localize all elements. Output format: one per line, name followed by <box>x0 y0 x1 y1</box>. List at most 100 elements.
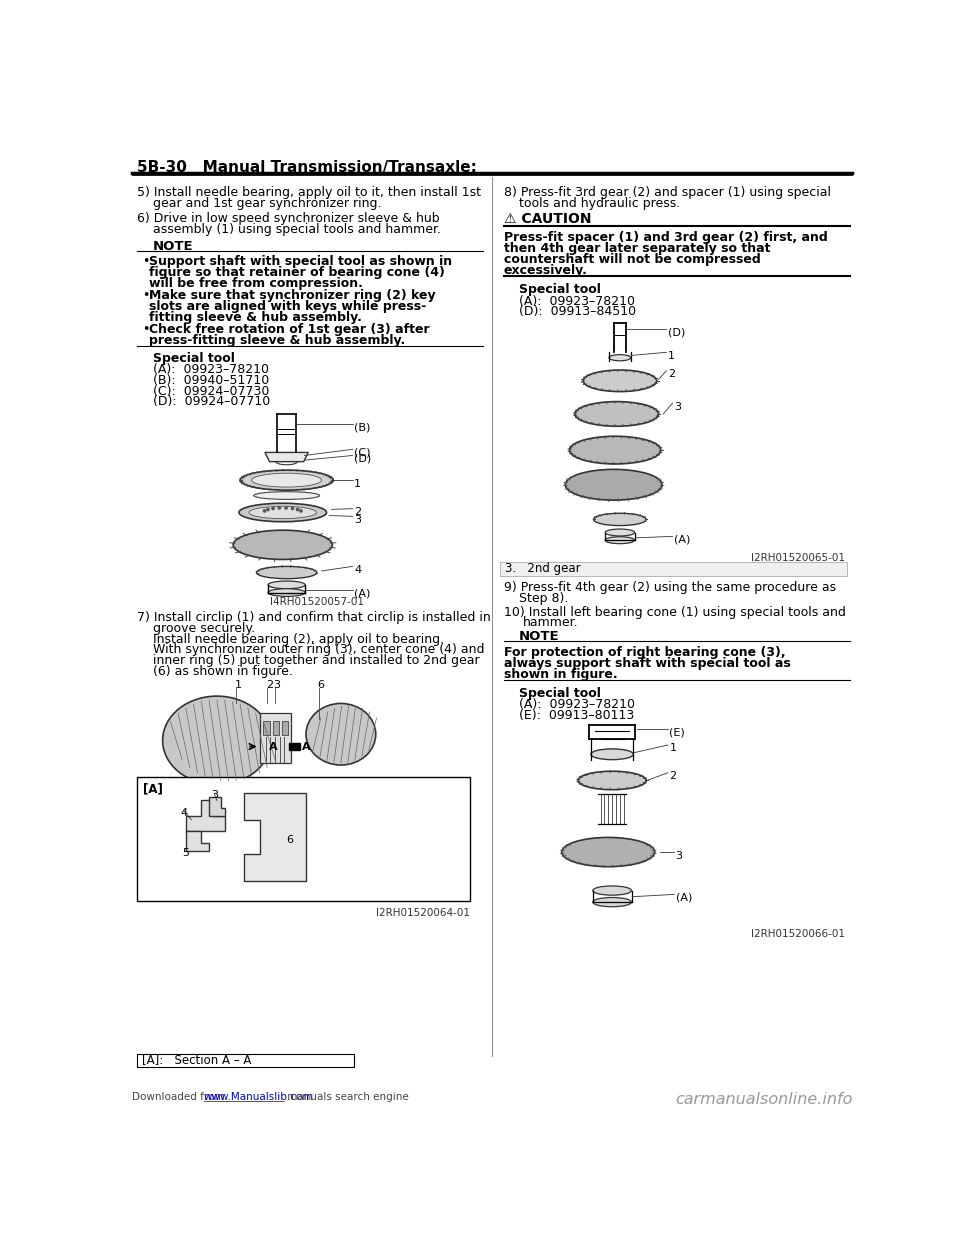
Text: 5) Install needle bearing, apply oil to it, then install 1st: 5) Install needle bearing, apply oil to … <box>137 186 481 199</box>
Ellipse shape <box>569 436 660 465</box>
Text: (6) as shown in figure.: (6) as shown in figure. <box>153 664 293 678</box>
Circle shape <box>267 508 269 510</box>
Text: 9) Press-fit 4th gear (2) using the same procedure as: 9) Press-fit 4th gear (2) using the same… <box>504 581 836 594</box>
Text: (E): (E) <box>669 728 685 738</box>
FancyBboxPatch shape <box>137 777 470 900</box>
FancyBboxPatch shape <box>500 561 847 575</box>
Ellipse shape <box>592 898 632 907</box>
Text: 1: 1 <box>669 744 677 754</box>
Text: [A]:   Section A – A: [A]: Section A – A <box>142 1053 252 1067</box>
Text: figure so that retainer of bearing cone (4): figure so that retainer of bearing cone … <box>150 266 445 279</box>
Text: (A): (A) <box>354 589 371 599</box>
Ellipse shape <box>252 473 322 487</box>
Polygon shape <box>186 831 209 851</box>
Text: 10) Install left bearing cone (1) using special tools and: 10) Install left bearing cone (1) using … <box>504 606 846 619</box>
Circle shape <box>285 507 287 509</box>
Ellipse shape <box>590 749 634 760</box>
Text: (A):  09923–78210: (A): 09923–78210 <box>153 363 269 376</box>
Circle shape <box>297 508 299 510</box>
Text: tools and hydraulic press.: tools and hydraulic press. <box>519 196 681 210</box>
Text: fitting sleeve & hub assembly.: fitting sleeve & hub assembly. <box>150 310 362 324</box>
Bar <box>263 722 270 735</box>
Circle shape <box>272 507 275 509</box>
Text: 2: 2 <box>354 507 361 517</box>
Text: Special tool: Special tool <box>153 351 234 365</box>
Text: excessively.: excessively. <box>504 263 588 277</box>
Text: Downloaded from: Downloaded from <box>132 1092 228 1103</box>
Text: 1: 1 <box>234 681 242 691</box>
Ellipse shape <box>562 837 655 867</box>
Text: (C): (C) <box>354 448 371 458</box>
Text: 3: 3 <box>211 790 219 800</box>
Ellipse shape <box>565 469 662 501</box>
Text: then 4th gear later separately so that: then 4th gear later separately so that <box>504 242 770 255</box>
Text: inner ring (5) put together and installed to 2nd gear: inner ring (5) put together and installe… <box>153 655 479 667</box>
Ellipse shape <box>578 771 646 790</box>
Text: carmanualsonline.info: carmanualsonline.info <box>675 1092 852 1108</box>
Text: 4: 4 <box>180 809 187 818</box>
Text: With synchronizer outer ring (3), center cone (4) and: With synchronizer outer ring (3), center… <box>153 643 484 656</box>
Text: (A): (A) <box>676 893 692 903</box>
Text: (A):  09923–78210: (A): 09923–78210 <box>519 294 636 308</box>
Text: groove securely.: groove securely. <box>153 622 254 635</box>
Ellipse shape <box>249 507 317 519</box>
Text: 1: 1 <box>354 478 361 488</box>
Text: 4: 4 <box>354 565 361 575</box>
Circle shape <box>263 509 266 512</box>
Text: 6) Drive in low speed synchronizer sleeve & hub: 6) Drive in low speed synchronizer sleev… <box>137 212 440 225</box>
Polygon shape <box>186 800 225 831</box>
Text: A: A <box>302 741 311 751</box>
Circle shape <box>278 507 280 509</box>
Ellipse shape <box>605 529 635 537</box>
Text: 3.   2nd gear: 3. 2nd gear <box>505 563 581 575</box>
Text: (B):  09940–51710: (B): 09940–51710 <box>153 374 269 386</box>
Ellipse shape <box>306 703 375 765</box>
Text: press-fitting sleeve & hub assembly.: press-fitting sleeve & hub assembly. <box>150 334 406 347</box>
Text: assembly (1) using special tools and hammer.: assembly (1) using special tools and ham… <box>153 224 441 236</box>
Text: 3: 3 <box>354 514 361 525</box>
Text: 5: 5 <box>182 848 189 858</box>
Text: 8) Press-fit 3rd gear (2) and spacer (1) using special: 8) Press-fit 3rd gear (2) and spacer (1)… <box>504 186 830 199</box>
Ellipse shape <box>162 696 271 785</box>
Text: 5B-30   Manual Transmission/Transaxle:: 5B-30 Manual Transmission/Transaxle: <box>137 160 477 175</box>
Text: will be free from compression.: will be free from compression. <box>150 277 363 289</box>
Text: 1: 1 <box>668 350 675 360</box>
Text: (E):  09913–80113: (E): 09913–80113 <box>519 709 635 722</box>
Polygon shape <box>244 792 306 882</box>
Ellipse shape <box>575 401 659 426</box>
Text: [A]: [A] <box>143 782 163 795</box>
Text: •: • <box>142 289 149 302</box>
Text: 3: 3 <box>674 401 682 411</box>
Text: •: • <box>142 256 149 268</box>
Ellipse shape <box>256 566 317 579</box>
Text: (A): (A) <box>674 535 690 545</box>
Ellipse shape <box>233 530 332 559</box>
Text: 2: 2 <box>669 771 677 781</box>
Text: 3: 3 <box>676 851 683 861</box>
Ellipse shape <box>268 589 305 596</box>
Circle shape <box>291 507 294 509</box>
Text: (D): (D) <box>354 455 372 465</box>
Ellipse shape <box>592 886 632 895</box>
Text: 6: 6 <box>287 835 294 845</box>
Text: I2RH01520066-01: I2RH01520066-01 <box>751 929 845 939</box>
Text: NOTE: NOTE <box>153 240 193 253</box>
Text: NOTE: NOTE <box>519 630 560 642</box>
FancyBboxPatch shape <box>137 1053 354 1067</box>
Ellipse shape <box>268 581 305 589</box>
Text: 6: 6 <box>318 681 324 691</box>
Bar <box>273 722 278 735</box>
Ellipse shape <box>605 537 635 544</box>
Ellipse shape <box>240 471 333 491</box>
Text: (D):  09924–07710: (D): 09924–07710 <box>153 395 270 409</box>
Text: Support shaft with special tool as shown in: Support shaft with special tool as shown… <box>150 256 452 268</box>
Text: manuals search engine: manuals search engine <box>284 1092 409 1103</box>
Ellipse shape <box>609 355 631 360</box>
Text: •: • <box>142 323 149 337</box>
Bar <box>282 722 288 735</box>
Text: slots are aligned with keys while press-: slots are aligned with keys while press- <box>150 301 426 313</box>
Text: Install needle bearing (2), apply oil to bearing.: Install needle bearing (2), apply oil to… <box>153 632 444 646</box>
Text: I4RH01520057-01: I4RH01520057-01 <box>270 597 364 607</box>
Text: Check free rotation of 1st gear (3) after: Check free rotation of 1st gear (3) afte… <box>150 323 430 337</box>
Text: For protection of right bearing cone (3),: For protection of right bearing cone (3)… <box>504 646 785 660</box>
